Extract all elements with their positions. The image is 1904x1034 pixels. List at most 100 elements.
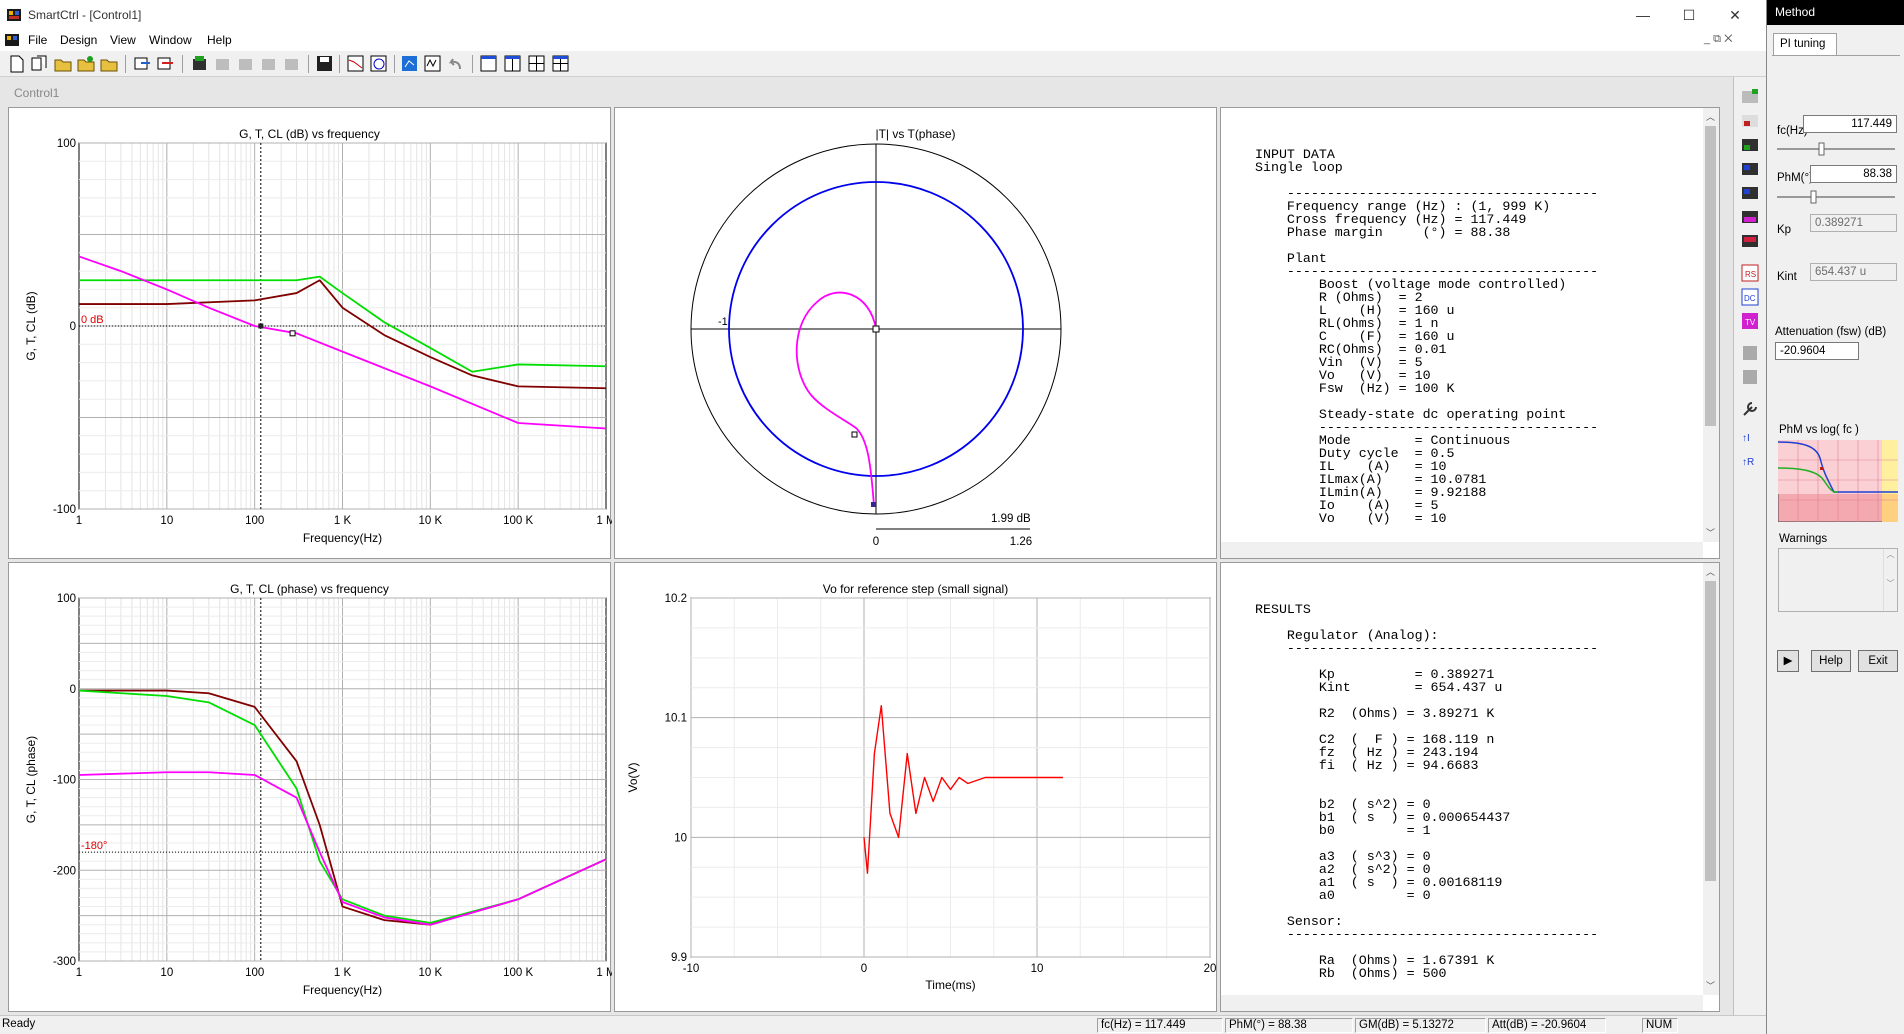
app-icon bbox=[7, 9, 21, 21]
method-header: Method bbox=[1767, 0, 1904, 25]
exit-button[interactable]: Exit bbox=[1858, 650, 1898, 672]
maximize-button[interactable]: ☐ bbox=[1682, 7, 1696, 23]
design-icon[interactable] bbox=[259, 54, 278, 73]
help-button[interactable]: Help bbox=[1811, 650, 1851, 672]
fc-slider[interactable] bbox=[1775, 140, 1899, 160]
print-icon[interactable] bbox=[1740, 367, 1760, 387]
wrench-icon[interactable] bbox=[1740, 399, 1760, 419]
gain-bode-panel[interactable]: G, T, CL (dB) vs frequency 0 dB 1 10 100 1 K… bbox=[8, 107, 612, 560]
nyquist-chart[interactable]: -1 1.99 dB 0 1.26 bbox=[615, 108, 1218, 560]
open-recent-icon[interactable] bbox=[99, 54, 118, 73]
toolbar bbox=[0, 51, 1766, 77]
mdi-child-icon[interactable] bbox=[4, 32, 20, 48]
series-t-line bbox=[79, 275, 607, 373]
ti-icon[interactable]: ↑I bbox=[1740, 427, 1760, 447]
phm-slider[interactable] bbox=[1775, 188, 1899, 208]
y-tick-label: 100 bbox=[57, 138, 76, 150]
sensor-block-icon[interactable] bbox=[1740, 111, 1760, 131]
minimize-button[interactable]: — bbox=[1636, 7, 1650, 23]
undo-icon[interactable] bbox=[446, 54, 465, 73]
phm-vs-fc-graph[interactable] bbox=[1778, 440, 1898, 522]
status-att: Att(dB) = -20.9604 bbox=[1488, 1018, 1606, 1033]
phm-label: PhM(°) bbox=[1777, 172, 1813, 184]
tr-icon[interactable]: ↑R bbox=[1740, 451, 1760, 471]
single-window-icon[interactable] bbox=[479, 54, 498, 73]
tile-vertical-icon[interactable] bbox=[503, 54, 522, 73]
phase-bode-chart[interactable]: -180° 1 10 100 1 K 10 K 100 K 1 M 100 0 -100 -200 -3… bbox=[9, 563, 612, 1013]
import-icon[interactable] bbox=[133, 54, 152, 73]
phm-input[interactable]: 88.38 bbox=[1810, 165, 1897, 183]
magnitude-label: 1.99 dB bbox=[991, 513, 1031, 525]
bode-icon[interactable] bbox=[346, 54, 365, 73]
kint-field: 654.437 u bbox=[1810, 263, 1897, 281]
phase-chart-title: G, T, CL (phase) vs frequency bbox=[230, 582, 389, 596]
series-cl-line bbox=[78, 771, 607, 926]
menu-design[interactable]: Design bbox=[60, 33, 98, 47]
play-button[interactable]: ▶ bbox=[1777, 650, 1799, 672]
x-tick-label: 100 bbox=[245, 967, 264, 979]
nyquist-icon[interactable] bbox=[369, 54, 388, 73]
menu-view[interactable]: View bbox=[110, 33, 136, 47]
sensor-icon[interactable] bbox=[213, 54, 232, 73]
series-g-line bbox=[79, 279, 607, 390]
warnings-box: ︿ ﹀ bbox=[1778, 548, 1898, 612]
results-panel[interactable]: RESULTS Regulator (Analog): ------------… bbox=[1220, 562, 1720, 1012]
step-response-chart[interactable]: 10.2 10.1 10 9.9-10 0 10 20 Time(ms) Vo(V) bbox=[615, 563, 1218, 1013]
input-data-panel[interactable]: INPUT DATA Single loop -----------------… bbox=[1220, 107, 1720, 559]
loop-block-icon[interactable] bbox=[1740, 159, 1760, 179]
calc-icon[interactable] bbox=[1740, 343, 1760, 363]
input-vertical-scrollbar[interactable]: ︿ ﹀ bbox=[1703, 108, 1719, 542]
new-window-icon[interactable] bbox=[30, 54, 49, 73]
nyquist-panel[interactable]: |T| vs T(phase) -1 1.99 dB 0 1.26 bbox=[614, 107, 1217, 559]
regulator-icon[interactable] bbox=[236, 54, 255, 73]
x-tick-label: 1 bbox=[76, 515, 82, 527]
series-t-line bbox=[78, 689, 607, 924]
x-axis-label: Frequency(Hz) bbox=[303, 983, 382, 997]
menu-file[interactable]: File bbox=[28, 33, 48, 47]
y-tick-label: 100 bbox=[57, 593, 76, 605]
regulator-block-icon[interactable] bbox=[1740, 135, 1760, 155]
export-icon[interactable] bbox=[156, 54, 175, 73]
close-button[interactable]: ✕ bbox=[1729, 7, 1741, 23]
y-tick-label: 0 bbox=[70, 321, 76, 333]
step-response-panel[interactable]: Vo for reference step (small signal) 10.… bbox=[614, 562, 1217, 1012]
pcm-block-icon[interactable] bbox=[1740, 207, 1760, 227]
phase-bode-panel[interactable]: G, T, CL (phase) vs frequency -180° 1 10 10… bbox=[8, 562, 612, 1013]
plant-block-icon[interactable] bbox=[1740, 87, 1760, 107]
rs-icon[interactable]: RS bbox=[1740, 263, 1760, 283]
x-tick-label: 100 bbox=[245, 515, 264, 527]
fc-input[interactable]: 117.449 bbox=[1803, 115, 1897, 133]
x-tick-label: 10 K bbox=[418, 967, 442, 979]
modify-icon[interactable] bbox=[282, 54, 301, 73]
menu-help[interactable]: Help bbox=[207, 33, 232, 47]
tf-icon[interactable]: TV bbox=[1740, 311, 1760, 331]
method-panel: Method PI tuning fc(Hz) 117.449 PhM(°) 8… bbox=[1766, 0, 1904, 1034]
cascade-block-icon[interactable] bbox=[1740, 183, 1760, 203]
sweep-icon[interactable] bbox=[400, 54, 419, 73]
dc-icon[interactable]: DC bbox=[1740, 287, 1760, 307]
open-folder-icon[interactable] bbox=[53, 54, 72, 73]
gain-bode-chart[interactable]: 0 dB 1 10 100 1 K 10 K 100 K 1 M 100 0 -100 Frequen… bbox=[9, 108, 612, 560]
results-vertical-scrollbar[interactable]: ︿ ﹀ bbox=[1703, 563, 1719, 995]
tile-grid-icon[interactable] bbox=[551, 54, 570, 73]
series-cl-line bbox=[78, 255, 607, 430]
menu-window[interactable]: Window bbox=[149, 33, 192, 47]
save-icon[interactable] bbox=[315, 54, 334, 73]
status-gm: GM(dB) = 5.13272 bbox=[1355, 1018, 1486, 1033]
tab-pi-tuning[interactable]: PI tuning bbox=[1773, 33, 1837, 55]
minus-180-reference-label: -180° bbox=[81, 840, 107, 852]
input-horizontal-scrollbar[interactable] bbox=[1221, 542, 1703, 558]
y-tick-label: -200 bbox=[53, 865, 76, 877]
mdi-child-controls[interactable]: _ ⧉ ✕ bbox=[1704, 33, 1733, 45]
x-tick-label: 1 bbox=[76, 967, 82, 979]
plant-icon[interactable] bbox=[190, 54, 209, 73]
kint-label: Kint bbox=[1777, 271, 1797, 283]
open-example-icon[interactable] bbox=[76, 54, 95, 73]
x-tick-label: 0 bbox=[861, 963, 867, 975]
new-file-icon[interactable] bbox=[7, 54, 26, 73]
dual-block-icon[interactable] bbox=[1740, 231, 1760, 251]
design-sidebar: RS DC TV ↑I ↑R bbox=[1733, 77, 1766, 1015]
results-horizontal-scrollbar[interactable] bbox=[1221, 995, 1703, 1011]
tile-horizontal-icon[interactable] bbox=[527, 54, 546, 73]
transient-icon[interactable] bbox=[423, 54, 442, 73]
